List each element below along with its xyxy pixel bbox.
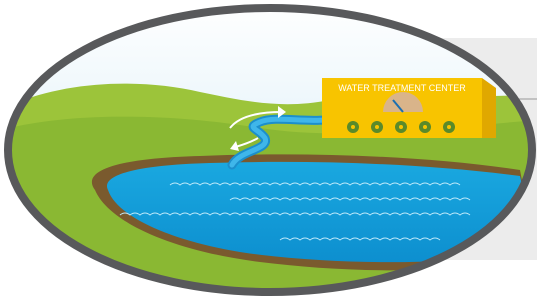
page: WATER TREATMENT CENTER (() => { const da…: [0, 0, 537, 299]
building-label: WATER TREATMENT CENTER: [338, 83, 466, 93]
illustration: WATER TREATMENT CENTER: [0, 0, 537, 299]
